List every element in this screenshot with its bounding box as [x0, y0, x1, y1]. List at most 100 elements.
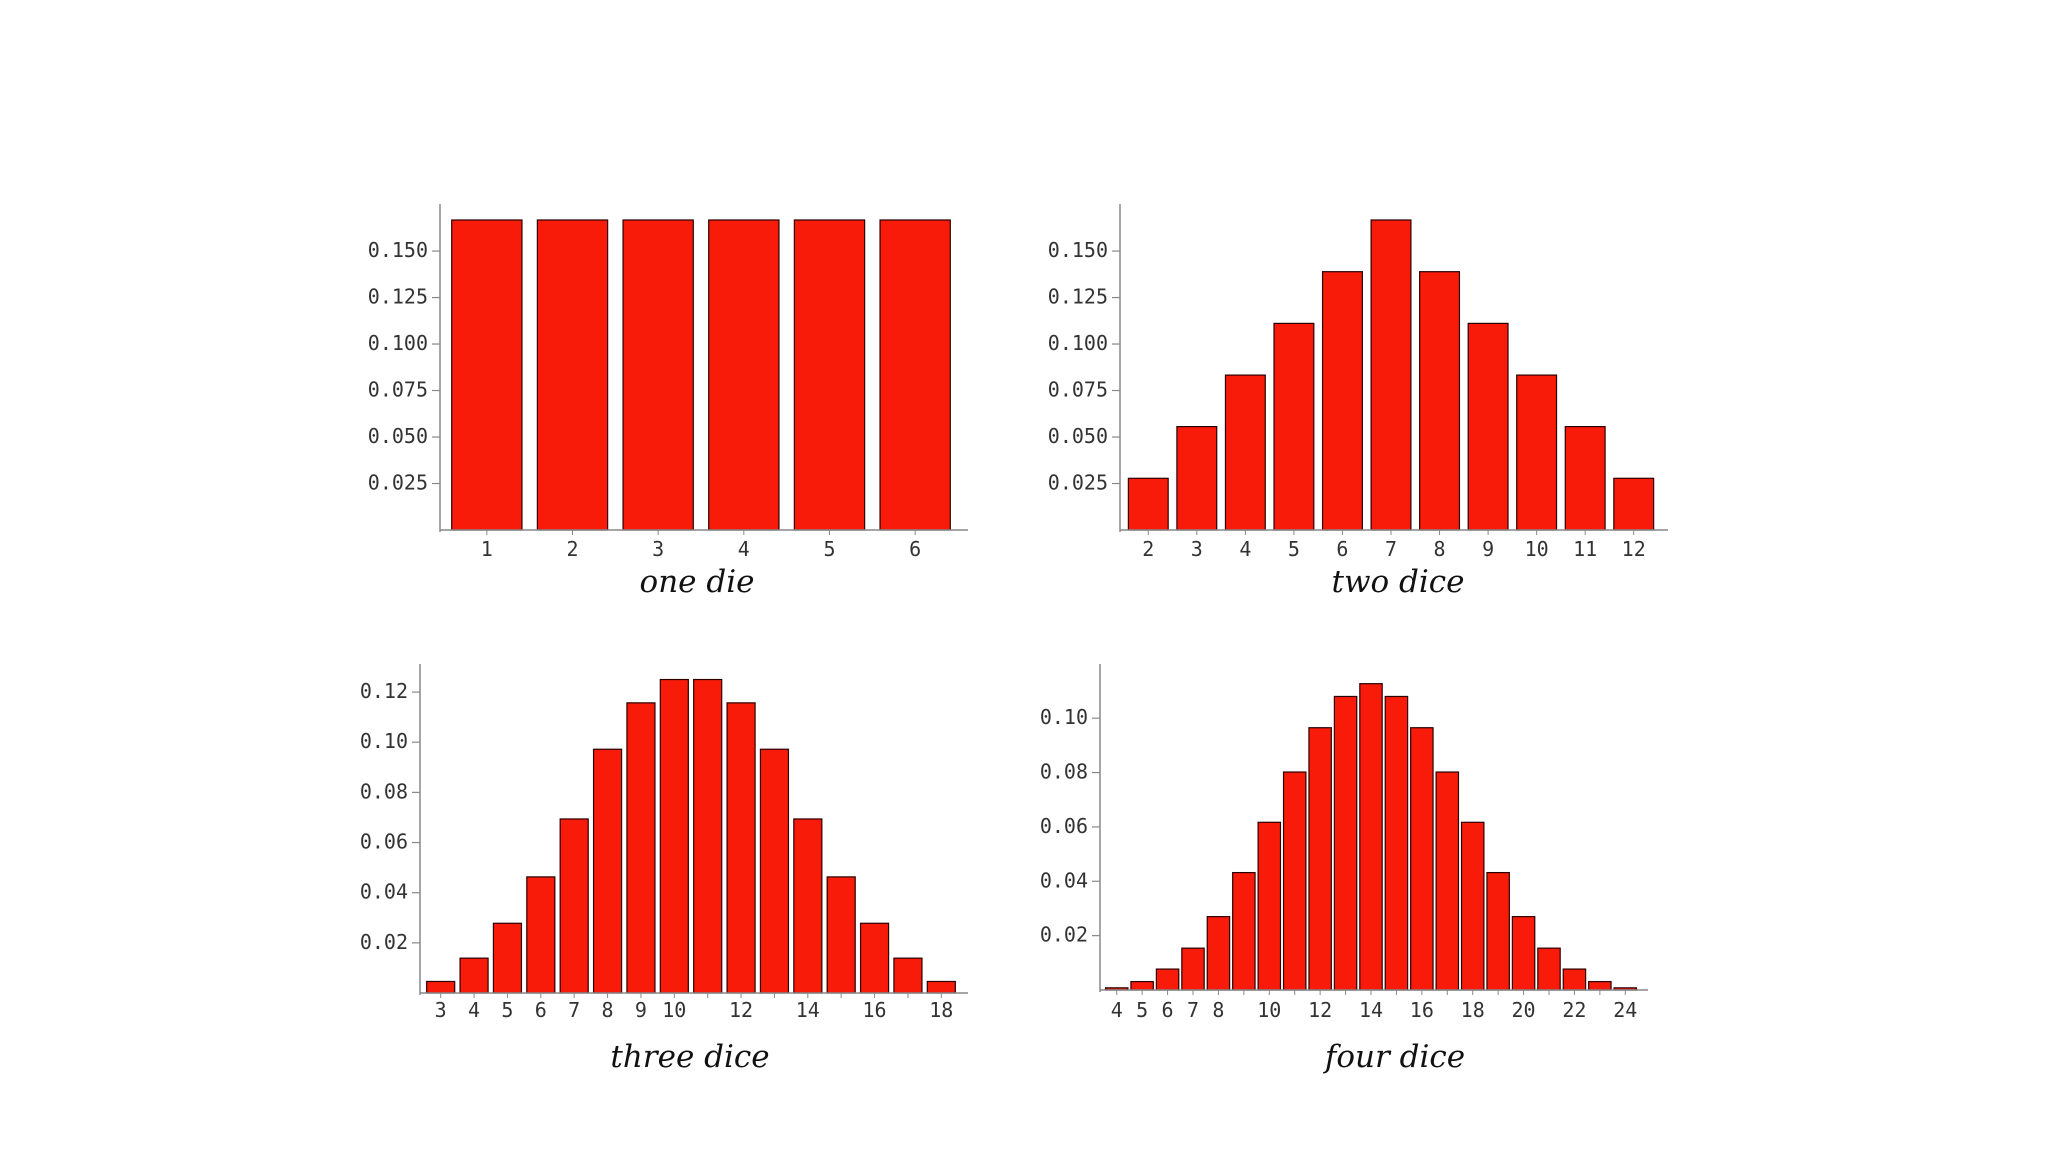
bar [859, 922, 890, 994]
x-tick-label: 5 [501, 998, 513, 1022]
x-tick-label: 6 [1162, 998, 1174, 1022]
x-tick-label: 18 [929, 998, 953, 1022]
x-tick-label: 20 [1512, 998, 1536, 1022]
x-tick-label: 22 [1562, 998, 1586, 1022]
bar [1370, 219, 1412, 531]
x-tick-label: 9 [635, 998, 647, 1022]
y-tick-label: 0.10 [1040, 705, 1088, 729]
x-tick-label: 14 [1359, 998, 1383, 1022]
y-tick-label: 0.02 [360, 930, 408, 954]
bar [559, 818, 589, 994]
bar [793, 818, 823, 994]
chart-caption: three dice [610, 1039, 769, 1075]
bar [1127, 477, 1169, 531]
y-tick-label: 0.125 [368, 285, 428, 309]
x-tick-label: 9 [1482, 537, 1494, 561]
bar [426, 980, 456, 994]
y-tick-label: 0.12 [360, 679, 408, 703]
bar [1359, 683, 1383, 991]
bar [1224, 374, 1266, 531]
chart-caption: two dice [1332, 564, 1465, 600]
bar [626, 702, 656, 994]
bar [1273, 322, 1315, 531]
bar [1486, 871, 1510, 991]
y-tick-label: 0.125 [1048, 285, 1108, 309]
bar [1130, 980, 1154, 991]
chart-one-die-svg: 0.025 0.050 0.075 0.100 0.125 0.150 1 2 3 4 5 6 one … [368, 204, 968, 600]
bar [659, 678, 689, 994]
bar [526, 876, 556, 994]
bar [1410, 727, 1434, 991]
bar [1516, 374, 1558, 531]
x-tick-label: 4 [1239, 537, 1251, 561]
x-tick-label: 6 [1336, 537, 1348, 561]
x-tick-label: 16 [1410, 998, 1434, 1022]
y-tick-label: 0.04 [360, 880, 408, 904]
bar [1206, 916, 1231, 991]
y-tick-label: 0.025 [368, 471, 428, 495]
x-tick-label: 1 [481, 537, 493, 561]
bar [1511, 916, 1536, 991]
bar [1155, 968, 1180, 991]
bar [793, 219, 866, 531]
x-tick-label: 4 [468, 998, 480, 1022]
x-tick-label: 24 [1613, 998, 1637, 1022]
bar [893, 957, 923, 994]
bar [1435, 771, 1460, 991]
bar [1232, 871, 1256, 991]
x-tick-label: 12 [729, 998, 753, 1022]
chart-three-dice-svg: 0.02 0.04 0.06 0.08 0.10 0.12 3 4 5 6 7 8 9 10 12 14 16 1… [360, 664, 968, 1075]
x-tick-label: 3 [435, 998, 447, 1022]
x-tick-label: 16 [863, 998, 887, 1022]
bar [826, 876, 856, 994]
x-tick-label: 8 [1212, 998, 1224, 1022]
bar [1181, 947, 1205, 991]
x-tick-label: 7 [568, 998, 580, 1022]
y-tick-label: 0.050 [368, 424, 428, 448]
x-tick-label: 12 [1622, 537, 1646, 561]
bar [1308, 727, 1332, 991]
y-tick-label: 0.10 [360, 729, 408, 753]
bar [1321, 271, 1363, 531]
x-tick-label: 10 [1257, 998, 1281, 1022]
chart-caption: one die [640, 564, 755, 600]
y-tick-label: 0.06 [360, 830, 408, 854]
bar [1467, 322, 1509, 531]
y-tick-label: 0.150 [368, 238, 428, 262]
bar [759, 748, 790, 994]
chart-one-die: 0.025 0.050 0.075 0.100 0.125 0.150 1 2 3 4 5 6 one … [340, 200, 980, 620]
bar [492, 922, 523, 994]
y-tick-label: 0.025 [1048, 471, 1108, 495]
x-tick-label: 5 [1136, 998, 1148, 1022]
bar [1176, 426, 1218, 531]
y-tick-label: 0.08 [1040, 760, 1088, 784]
bar [1257, 821, 1282, 991]
y-tick-label: 0.100 [368, 331, 428, 355]
bar [693, 678, 723, 994]
bar [926, 980, 956, 994]
x-tick-label: 3 [652, 537, 664, 561]
x-tick-label: 11 [1573, 537, 1597, 561]
y-tick-label: 0.150 [1048, 238, 1108, 262]
x-tick-label: 10 [662, 998, 686, 1022]
chart-three-dice: 0.02 0.04 0.06 0.08 0.10 0.12 3 4 5 6 7 8 9 10 12 14 16 1… [340, 660, 980, 1100]
x-tick-label: 2 [1142, 537, 1154, 561]
bar [536, 219, 609, 531]
chart-caption: four dice [1323, 1039, 1465, 1075]
bar [1419, 271, 1461, 531]
x-tick-label: 4 [738, 537, 750, 561]
bar [622, 219, 694, 531]
bar [1588, 980, 1612, 991]
x-tick-label: 2 [566, 537, 578, 561]
y-tick-label: 0.075 [1048, 378, 1108, 402]
y-tick-label: 0.100 [1048, 331, 1108, 355]
bar [1537, 947, 1561, 991]
bar [1564, 426, 1606, 531]
x-tick-label: 10 [1525, 537, 1549, 561]
chart-two-dice: 0.025 0.050 0.075 0.100 0.125 0.150 2 3 4 5 6 7 8 9 10… [1020, 200, 1680, 620]
bar [1460, 821, 1485, 991]
x-tick-label: 3 [1191, 537, 1203, 561]
x-tick-label: 7 [1187, 998, 1199, 1022]
x-tick-label: 14 [796, 998, 820, 1022]
x-tick-label: 5 [1288, 537, 1300, 561]
